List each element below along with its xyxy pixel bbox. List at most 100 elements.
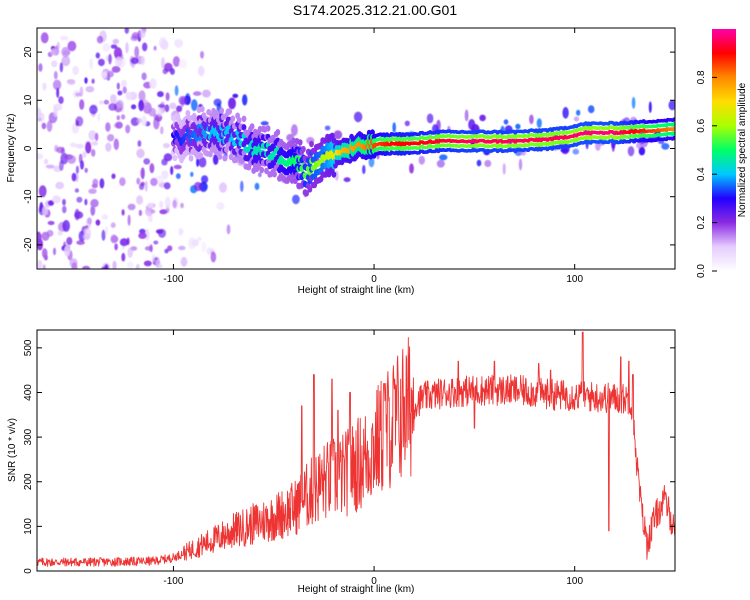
spectrogram-cell — [140, 55, 146, 66]
spectrogram-cell — [85, 141, 92, 154]
snr-xlabel: Height of straight line (km) — [298, 584, 415, 595]
spectrogram-cell — [117, 90, 123, 96]
colorbar-label: Normalized spectral amplitude — [737, 82, 748, 217]
spectrogram-cell — [219, 182, 227, 193]
spectrogram-cell — [62, 220, 70, 232]
spectrogram-cell — [41, 122, 47, 130]
spectrogram-cell — [178, 59, 188, 69]
spectrogram-ridge-cell — [188, 155, 194, 162]
spectrogram-cell — [88, 130, 97, 141]
spectrogram-cell — [57, 230, 63, 236]
spectrogram-cell — [46, 120, 53, 132]
spectrogram-ridge-cell — [172, 154, 178, 162]
spectrogram-cell — [115, 56, 123, 67]
spectrogram-cell — [101, 71, 108, 79]
spectrogram-cell — [201, 241, 207, 253]
spectrogram-cell — [130, 117, 140, 126]
spectrogram-cell — [98, 58, 105, 67]
spectrogram-ridge-cell — [297, 139, 303, 146]
spectrogram-cell — [151, 253, 156, 263]
spectrogram-cell — [121, 79, 127, 88]
spectrogram-ytick-label: 10 — [23, 94, 34, 106]
spectrogram-cell — [115, 100, 124, 109]
spectrogram-cell — [108, 53, 112, 65]
spectrogram-ridge-cell — [264, 167, 269, 175]
spectrogram-cell — [193, 181, 203, 192]
spectrogram-cell — [84, 198, 88, 206]
spectrogram-cell — [145, 206, 154, 217]
spectrogram-cell — [661, 143, 670, 150]
spectrogram-cell — [515, 123, 521, 130]
spectrogram-cell — [62, 50, 71, 55]
spectrogram-cell — [170, 166, 174, 175]
snr-ytick-label: 400 — [23, 384, 34, 401]
spectrogram-cell — [153, 117, 160, 130]
spectrogram-cell — [90, 205, 96, 216]
spectrogram-cell — [110, 94, 117, 104]
spectrogram-cell — [138, 99, 145, 112]
spectrogram-cell — [226, 224, 231, 235]
spectrogram-cell — [627, 146, 635, 157]
spectrogram-cell — [169, 102, 177, 110]
spectrogram-ridge-cell — [241, 115, 247, 123]
chart-title: S174.2025.312.21.00.G01 — [293, 2, 457, 18]
spectrogram-ridge-cell — [672, 131, 675, 135]
snr-ytick-label: 100 — [23, 518, 34, 535]
spectrogram-cell — [121, 252, 126, 262]
spectrogram-cell — [479, 114, 486, 122]
spectrogram-cell — [53, 71, 58, 80]
spectrogram-cell — [518, 158, 523, 171]
spectrogram-cell — [53, 247, 56, 256]
spectrogram-cell — [198, 65, 205, 77]
spectrogram-cell — [37, 153, 44, 160]
spectrogram-cell — [150, 209, 156, 214]
spectrogram-cell — [51, 60, 58, 68]
spectrogram-cell — [110, 44, 118, 49]
spectrogram-cell — [110, 222, 116, 228]
spectrogram-marks — [37, 28, 675, 269]
spectrogram-cell — [188, 237, 197, 250]
spectrogram-cell — [84, 167, 88, 173]
spectrogram-cell — [136, 177, 141, 185]
spectrogram-cell — [560, 148, 569, 153]
spectrogram-cell — [82, 265, 91, 269]
spectrogram-cell — [157, 264, 163, 268]
spectrogram-cell — [143, 158, 151, 165]
spectrogram-cell — [111, 173, 116, 179]
spectrogram-cell — [91, 149, 96, 157]
snr-chart: -100 0 100 0 100 200 300 400 500 Height of strai… — [7, 329, 676, 595]
spectrogram-cell — [333, 130, 343, 140]
spectrogram-ridge-cell — [672, 122, 675, 126]
spectrogram-cell — [102, 43, 111, 52]
spectrogram-cell — [126, 261, 134, 269]
spectrogram-cell — [178, 95, 188, 105]
spectrogram-cell — [242, 94, 248, 106]
spectrogram-ridge-cell — [249, 123, 255, 130]
spectrogram-cell — [83, 227, 92, 238]
spectrogram-cell — [147, 202, 154, 209]
spectrogram-cell — [178, 245, 186, 251]
spectrogram-cell — [137, 140, 142, 147]
spectrogram-cell — [44, 158, 49, 165]
spectrogram-ridge-cell — [199, 105, 205, 113]
spectrogram-cell — [103, 99, 110, 105]
spectrogram-cell — [125, 42, 129, 54]
colorbar: 0.0 0.2 0.4 0.6 0.8 Normalized spectral ampl… — [696, 29, 748, 278]
spectrogram-cell — [79, 99, 85, 110]
spectrogram-cell — [95, 52, 101, 59]
spectrogram-cell — [42, 82, 47, 91]
spectrogram-cell — [200, 51, 204, 59]
spectrogram-cell — [165, 92, 170, 101]
colorbar-axes: 0.0 0.2 0.4 0.6 0.8 — [696, 70, 717, 278]
spectrogram-cell — [201, 175, 209, 184]
spectrogram-cell — [140, 181, 145, 187]
spectrogram-cell — [105, 122, 111, 132]
spectrogram-ridge-cell — [185, 110, 191, 117]
spectrogram-cell — [668, 100, 675, 111]
spectrogram-cell — [418, 155, 425, 165]
spectrogram-cell — [638, 146, 646, 156]
spectrogram-cell — [37, 117, 42, 122]
spectrogram-cell — [127, 214, 131, 226]
spectrogram-cell — [142, 42, 148, 52]
